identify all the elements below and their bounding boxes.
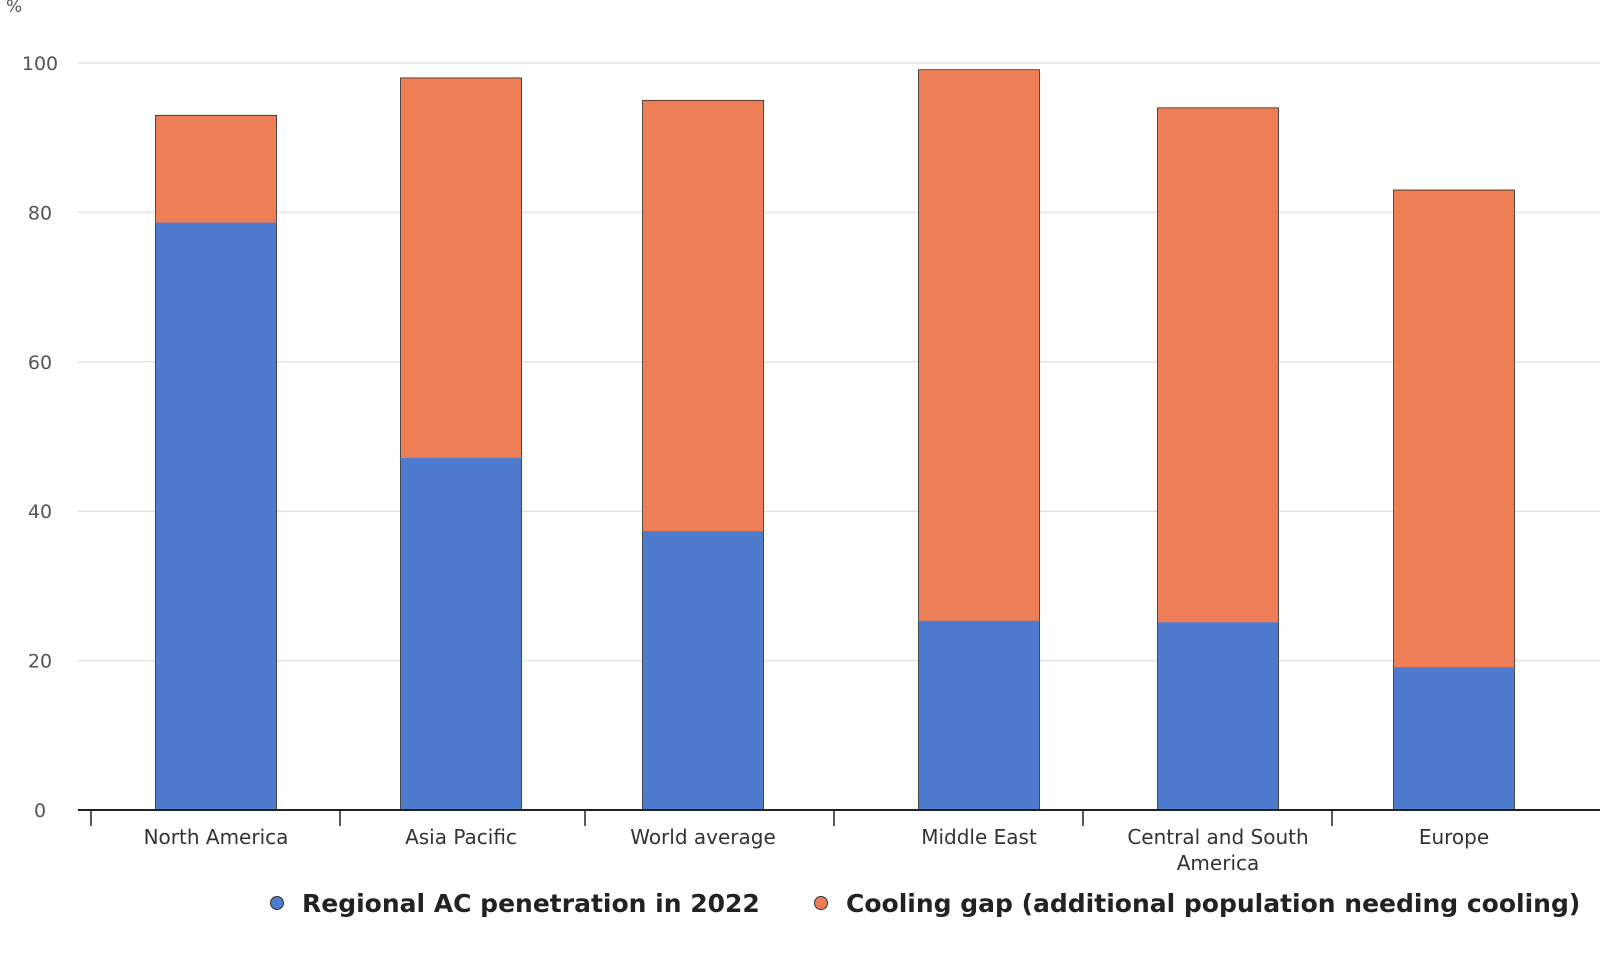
x-tick-label: Asia Pacific — [405, 825, 517, 849]
bar-cooling-gap — [918, 69, 1040, 623]
legend-marker-icon — [814, 896, 828, 910]
bar-cooling-gap — [1157, 107, 1279, 624]
legend-marker-icon — [270, 896, 284, 910]
y-tick-label: 20 — [28, 651, 52, 673]
y-tick-label: 80 — [28, 202, 52, 224]
y-tick-label: 60 — [28, 352, 52, 374]
x-tick-label: Central and South America — [1127, 825, 1308, 875]
legend: Regional AC penetration in 2022 Cooling … — [0, 878, 1600, 928]
gridlines — [78, 62, 1600, 662]
bar-cooling-gap — [642, 99, 764, 533]
bar-ac-penetration — [1157, 622, 1279, 811]
legend-label: Regional AC penetration in 2022 — [302, 888, 760, 918]
y-axis-unit-label: % — [6, 0, 22, 17]
x-tick-label: Middle East — [921, 825, 1037, 849]
axes: 0 20 40 60 80 100 North America Asia Pacific Wor… — [22, 53, 1600, 875]
bar-ac-penetration — [1393, 667, 1515, 811]
legend-item-ac-penetration: Regional AC penetration in 2022 — [270, 878, 760, 928]
legend-item-cooling-gap: Cooling gap (additional population needi… — [814, 878, 1580, 928]
bar-ac-penetration — [642, 531, 764, 811]
y-tick-label: 40 — [28, 501, 52, 523]
bars — [155, 69, 1515, 811]
legend-label: Cooling gap (additional population needi… — [846, 888, 1581, 918]
bar-cooling-gap — [155, 114, 277, 225]
bar-cooling-gap — [400, 77, 522, 460]
x-tick-label: Europe — [1419, 825, 1489, 849]
bar-ac-penetration — [155, 223, 277, 811]
x-tick-label: North America — [144, 825, 289, 849]
x-tick-label: World average — [630, 825, 776, 849]
y-tick-label: 0 — [34, 800, 46, 822]
bar-ac-penetration — [918, 621, 1040, 811]
y-tick-label: 100 — [22, 53, 58, 75]
bar-cooling-gap — [1393, 189, 1515, 669]
bar-ac-penetration — [400, 458, 522, 811]
